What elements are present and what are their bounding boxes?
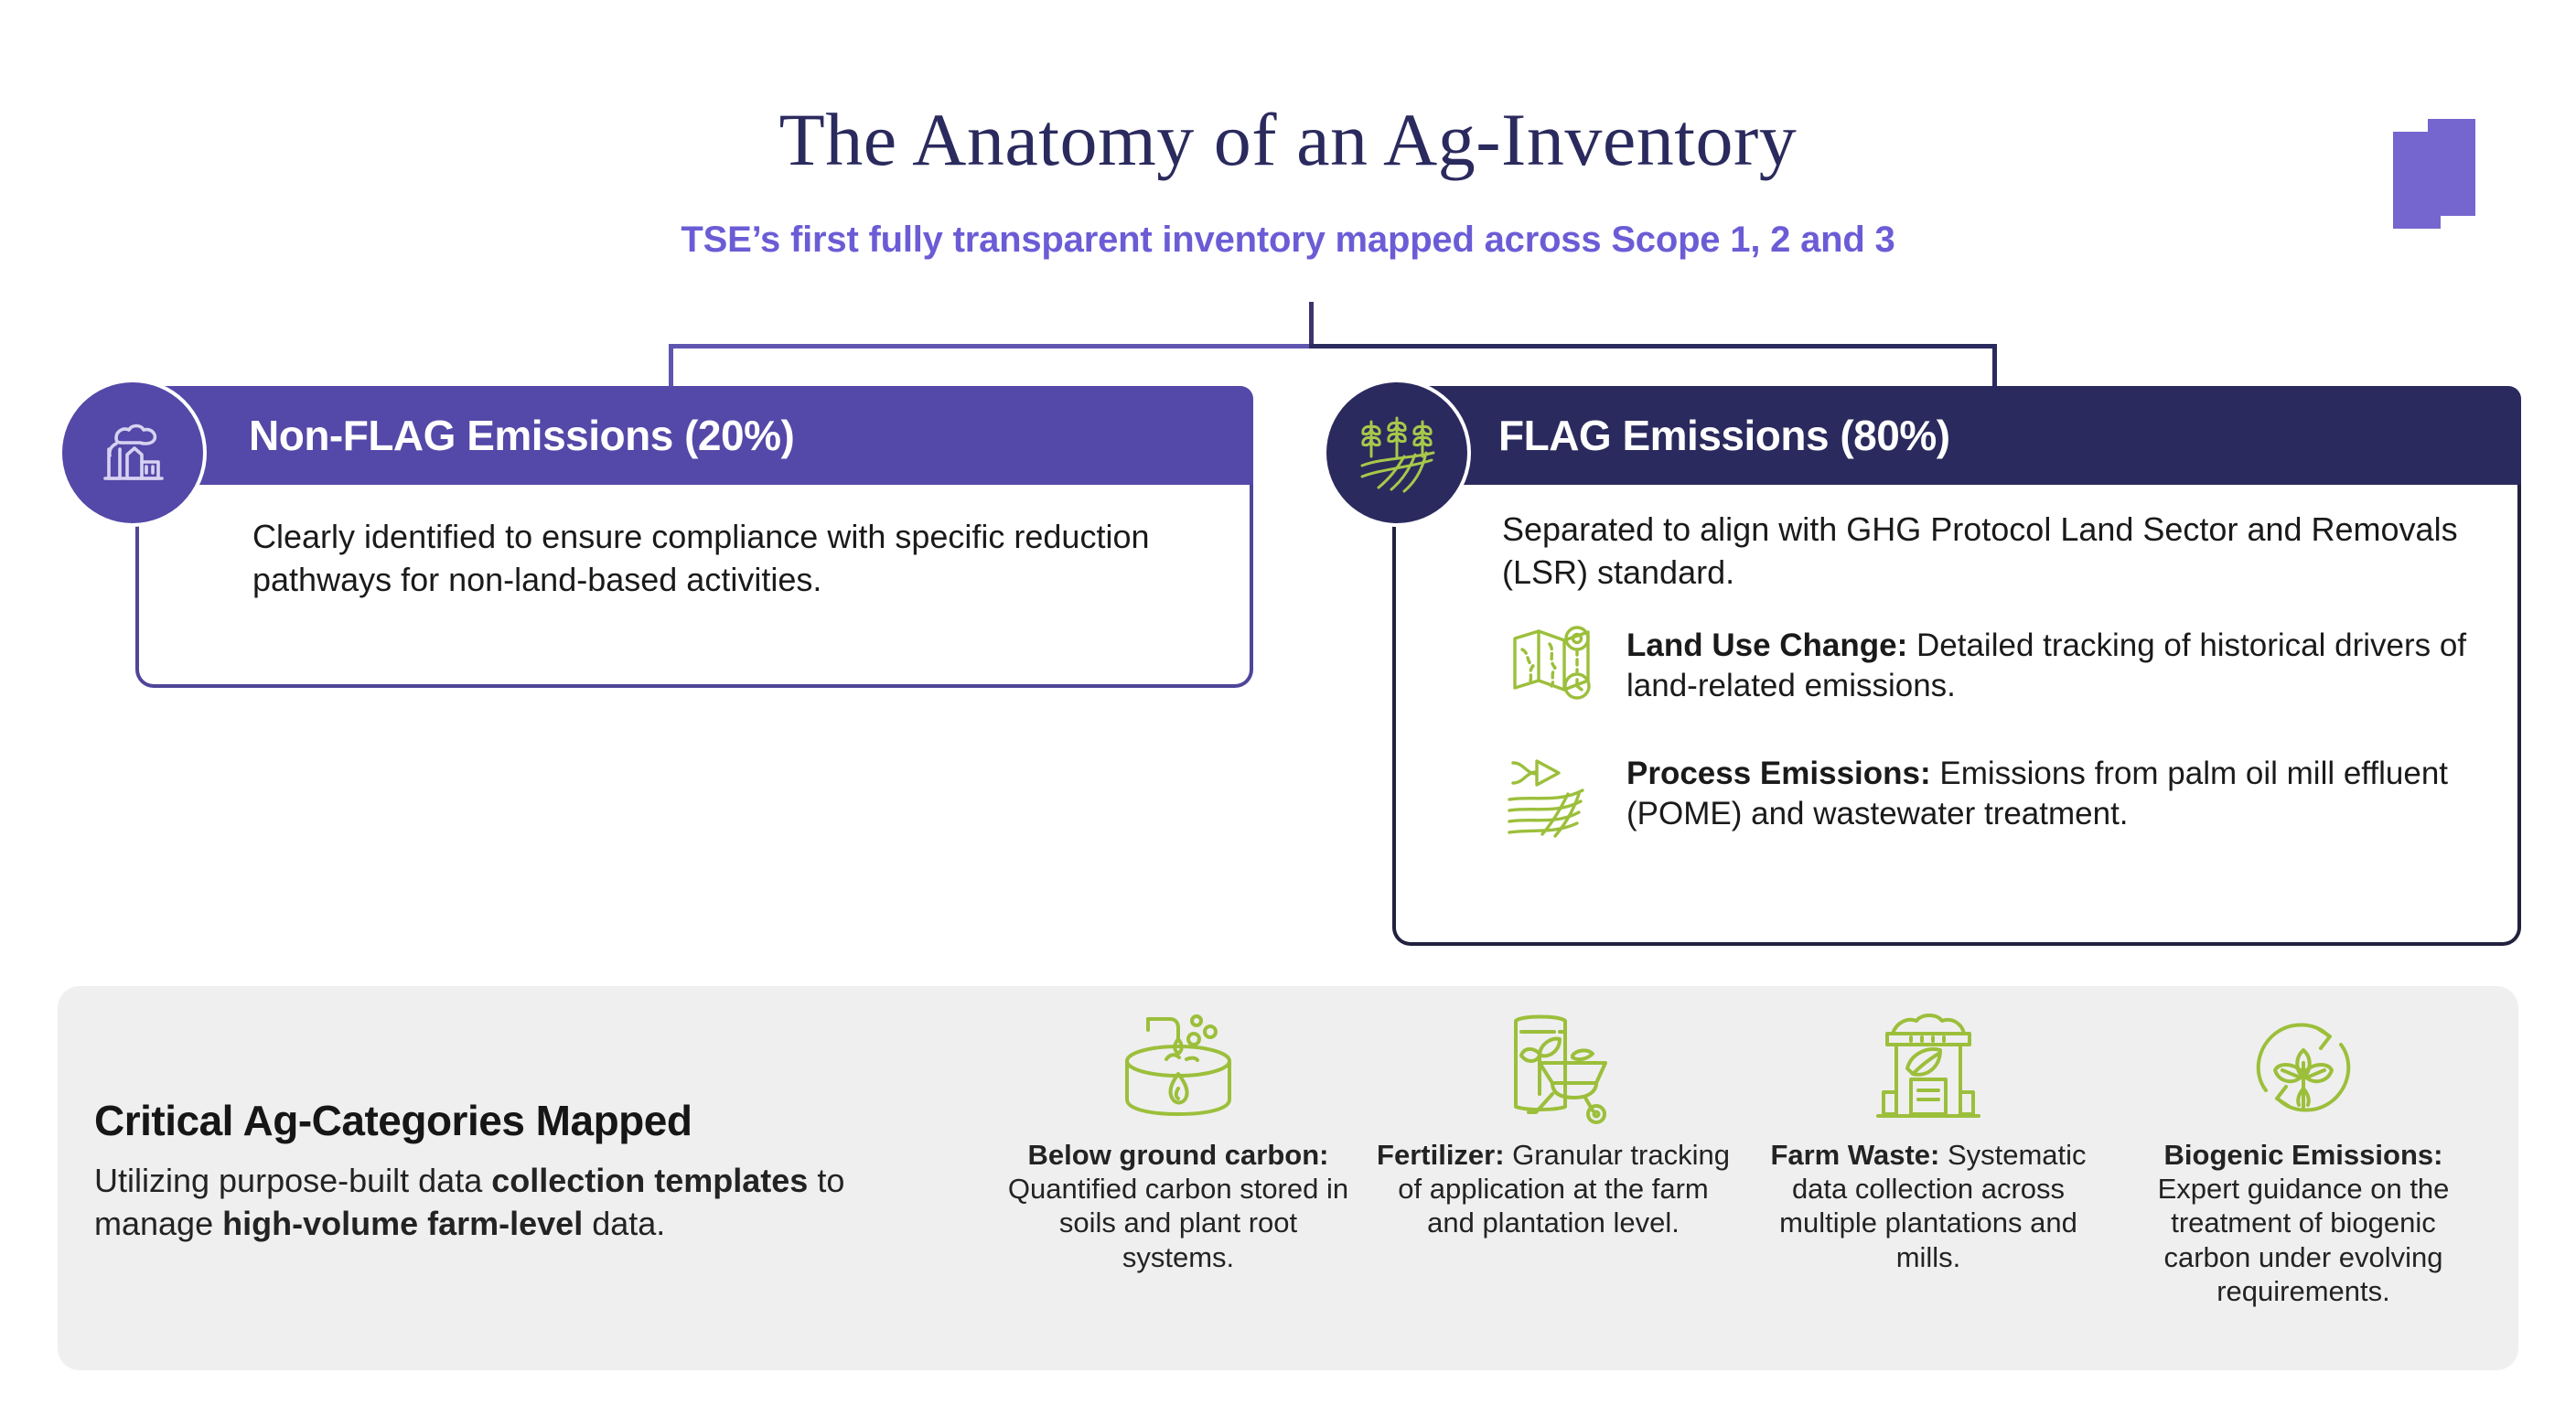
flag-bullet-land-use-change-desc: Detailed tracking of historical drivers …: [1626, 627, 2467, 704]
recycle-plant-icon: [2235, 1010, 2372, 1129]
panel-column-fertilizer-label: Fertilizer:: [1377, 1139, 1505, 1171]
flag-bullet-process-emissions-desc: Emissions from palm oil mill effluent (P…: [1626, 755, 2449, 832]
card-flag-emissions: FLAG Emissions (80%) Separated to align …: [1392, 386, 2521, 946]
panel-column-below-ground-carbon-desc: Quantified carbon stored in soils and pl…: [1007, 1173, 1349, 1273]
panel-column-biogenic-emissions-desc: Expert guidance on the treatment of biog…: [2157, 1173, 2450, 1307]
tap-soil-droplet-icon: [1110, 1010, 1247, 1129]
panel-column-biogenic-emissions-label: Biogenic Emissions:: [2163, 1139, 2443, 1171]
card-non-flag-title: Non-FLAG Emissions (20%): [249, 412, 795, 459]
panel-subtext-bold-2: high-volume farm-level: [222, 1204, 584, 1242]
panel-column-fertilizer-desc: Granular tracking of application at the …: [1398, 1139, 1730, 1239]
panel-subtext-suffix: data.: [583, 1204, 666, 1242]
panel-intro: Critical Ag-Categories Mapped Utilizing …: [94, 1096, 945, 1246]
card-non-flag-body: Clearly identified to ensure compliance …: [135, 485, 1253, 688]
panel-column-farm-waste-desc: Systematic data collection across multip…: [1779, 1139, 2087, 1273]
connector-horizontal-right: [1309, 344, 1997, 349]
card-non-flag-emissions: Non-FLAG Emissions (20%) Clearly identif…: [135, 386, 1253, 688]
compost-bin-leaf-icon: [1860, 1010, 1997, 1129]
panel-column-farm-waste: Farm Waste: Systematic data collection a…: [1741, 1010, 2116, 1367]
factory-icon: [62, 382, 203, 523]
card-flag-title: FLAG Emissions (80%): [1498, 412, 1950, 459]
connector-horizontal-left: [669, 344, 1311, 349]
panel-column-fertilizer: Fertilizer: Granular tracking of applica…: [1366, 1010, 1741, 1367]
page-title: The Anatomy of an Ag-Inventory: [778, 98, 1798, 181]
crops-field-icon: [1326, 382, 1467, 523]
flag-bullet-land-use-change: Land Use Change: Detailed tracking of hi…: [1502, 620, 2477, 723]
panel-column-farm-waste-label: Farm Waste:: [1770, 1139, 1940, 1171]
panel-subtext-mid: to manage: [94, 1162, 845, 1242]
fertilizer-bag-wheelbarrow-icon: [1485, 1010, 1622, 1129]
panel-column-farm-waste-text: Farm Waste: Systematic data collection a…: [1750, 1138, 2107, 1274]
panel-heading: Critical Ag-Categories Mapped: [94, 1097, 692, 1144]
panel-subtext: Utilizing purpose-built data collection …: [94, 1160, 945, 1246]
page-subtitle: TSE’s first fully transparent inventory …: [681, 220, 1895, 260]
card-non-flag-header: Non-FLAG Emissions (20%): [135, 386, 1253, 485]
card-non-flag-description: Clearly identified to ensure compliance …: [252, 518, 1150, 598]
connector-stem: [1309, 302, 1314, 348]
tse-logo: [2393, 119, 2494, 229]
flag-bullet-process-emissions-text: Process Emissions: Emissions from palm o…: [1626, 748, 2477, 836]
panel-column-fertilizer-text: Fertilizer: Granular tracking of applica…: [1375, 1138, 1732, 1240]
process-arrow-field-icon: [1502, 743, 1610, 851]
logo-shape-right: [2428, 119, 2475, 216]
panel-column-below-ground-carbon: Below ground carbon: Quantified carbon s…: [991, 1010, 1366, 1367]
panel-column-biogenic-emissions: Biogenic Emissions: Expert guidance on t…: [2116, 1010, 2491, 1367]
flag-bullet-process-emissions: Process Emissions: Emissions from palm o…: [1502, 748, 2477, 851]
panel-column-below-ground-carbon-text: Below ground carbon: Quantified carbon s…: [1000, 1138, 1357, 1274]
card-flag-description: Separated to align with GHG Protocol Lan…: [1502, 510, 2458, 591]
critical-ag-categories-panel: Critical Ag-Categories Mapped Utilizing …: [58, 986, 2518, 1370]
flag-bullet-land-use-change-label: Land Use Change:: [1626, 627, 1908, 663]
panel-column-biogenic-emissions-text: Biogenic Emissions: Expert guidance on t…: [2125, 1138, 2482, 1308]
flag-bullet-list: Land Use Change: Detailed tracking of hi…: [1502, 620, 2477, 851]
panel-column-below-ground-carbon-label: Below ground carbon:: [1027, 1139, 1329, 1171]
card-flag-body: Separated to align with GHG Protocol Lan…: [1392, 485, 2521, 946]
map-pin-clock-icon: [1502, 615, 1610, 723]
panel-subtext-prefix: Utilizing purpose-built data: [94, 1162, 492, 1199]
panel-columns: Below ground carbon: Quantified carbon s…: [991, 1010, 2491, 1367]
card-flag-header: FLAG Emissions (80%): [1392, 386, 2521, 485]
flag-bullet-process-emissions-label: Process Emissions:: [1626, 755, 1931, 791]
flag-bullet-land-use-change-text: Land Use Change: Detailed tracking of hi…: [1626, 620, 2477, 708]
panel-subtext-bold-1: collection templates: [491, 1162, 809, 1199]
